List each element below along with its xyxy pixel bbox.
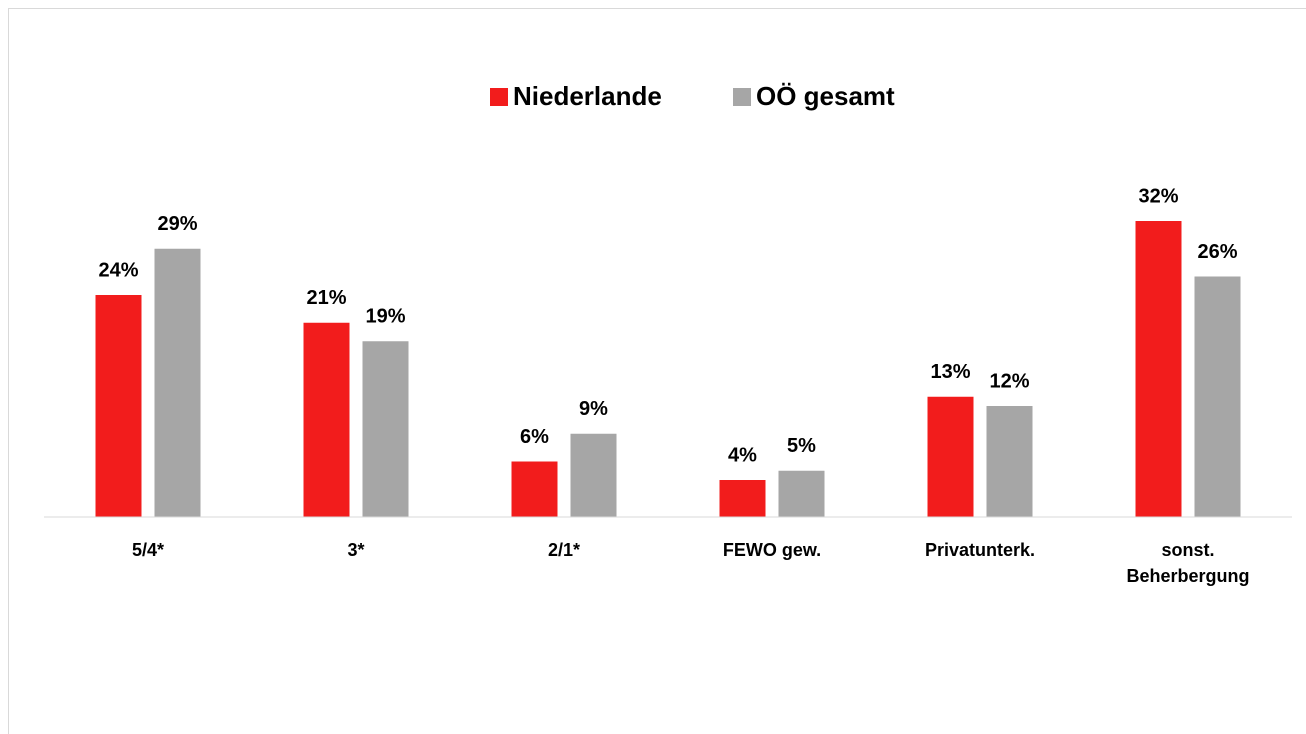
x-tick-label: 5/4* (131, 540, 165, 560)
legend-label: Niederlande (513, 81, 662, 111)
value-label: 26% (1197, 241, 1237, 263)
x-tick-label: 3* (347, 540, 365, 560)
bar (154, 248, 201, 517)
legend-swatch (733, 88, 751, 106)
value-label: 4% (728, 444, 757, 466)
legend-swatch (490, 88, 508, 106)
bar (511, 461, 558, 517)
value-label: 21% (306, 287, 346, 309)
bar (95, 295, 142, 517)
value-label: 6% (520, 426, 549, 448)
legend-label: OÖ gesamt (756, 81, 895, 111)
bar (362, 341, 409, 517)
x-tick-label: sonst. Beherbergung (1126, 540, 1250, 586)
bar (1194, 276, 1241, 517)
bar (719, 480, 766, 517)
bar (303, 322, 350, 517)
value-label: 19% (365, 306, 405, 328)
bar (986, 406, 1033, 517)
bar (778, 470, 825, 517)
bar (927, 396, 974, 517)
value-label: 12% (989, 370, 1029, 392)
value-label: 9% (579, 398, 608, 420)
x-tick-label: Privatunterk. (924, 540, 1036, 560)
value-label: 32% (1138, 185, 1178, 207)
frame (8, 8, 1306, 734)
x-tick-label: 2/1* (547, 540, 581, 560)
value-label: 5% (787, 435, 816, 457)
bar (570, 433, 617, 517)
value-label: 29% (157, 213, 197, 235)
x-tick-label: FEWO gew. (722, 540, 822, 560)
value-label: 24% (98, 259, 138, 281)
bar (1135, 221, 1182, 517)
value-label: 13% (930, 361, 970, 383)
